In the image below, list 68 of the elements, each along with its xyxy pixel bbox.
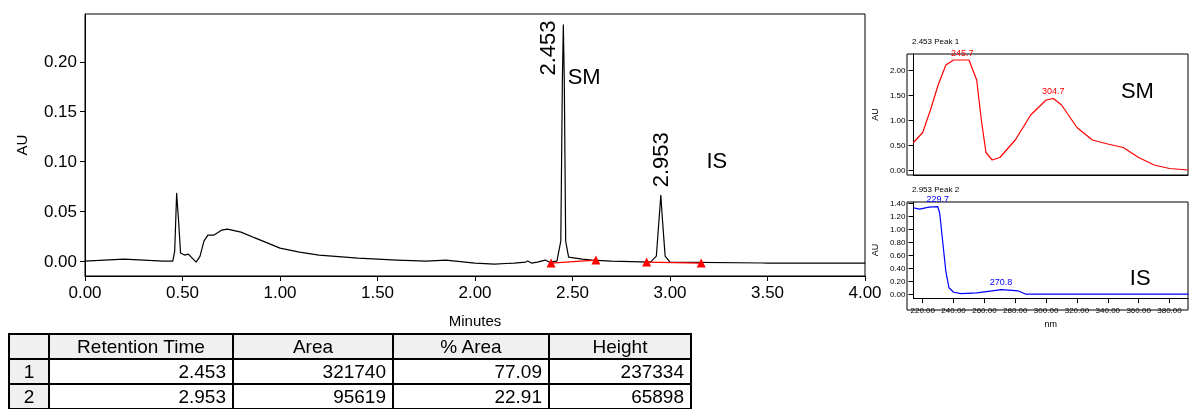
x-tick-label: 360.00 — [1126, 305, 1152, 315]
annotation: SM — [1120, 77, 1154, 103]
x-tick-label: 240.00 — [941, 305, 967, 315]
category-label: Retention Time — [49, 334, 233, 359]
x-tick-label: 320.00 — [1064, 305, 1090, 315]
y-tick-label: 0.20 — [43, 52, 77, 72]
x-tick-label: 1.50 — [360, 283, 395, 302]
category-label: 1 — [23, 361, 35, 382]
annotation: 2.953 — [648, 132, 674, 188]
x-tick-label: 3.00 — [653, 283, 687, 302]
x-tick-label: 340.00 — [1095, 305, 1121, 315]
x-tick-label: 380.00 — [1157, 305, 1183, 315]
annotation: 245.7 — [951, 47, 974, 58]
text: 22.91 — [494, 386, 542, 407]
category-label: 2 — [23, 386, 35, 407]
y-tick-label: 1.00 — [889, 224, 907, 234]
y-axis-title: AU — [869, 108, 880, 121]
x-tick-label: 2.00 — [458, 283, 492, 302]
x-tick-label: 3.50 — [750, 283, 785, 302]
y-tick-label: 1.00 — [889, 115, 907, 125]
y-tick-label: 0.05 — [43, 201, 77, 221]
y-tick-label: 0.10 — [43, 151, 77, 171]
y-tick-label: 0.50 — [889, 140, 907, 150]
text: 2.453 — [178, 361, 226, 382]
x-tick-label: 260.00 — [972, 305, 998, 315]
x-tick-label: 4.00 — [848, 283, 882, 302]
y-tick-label: 0.60 — [889, 250, 907, 260]
y-axis-title: AU — [12, 134, 30, 156]
annotation: IS — [1129, 265, 1151, 291]
annotation: 2.453 — [535, 20, 561, 76]
text: 237334 — [620, 361, 684, 382]
y-tick-label: 1.20 — [889, 211, 907, 221]
y-tick-label: 0.00 — [43, 251, 77, 271]
chart-title: 2.953 Peak 2 — [912, 184, 960, 194]
x-tick-label: 280.00 — [1003, 305, 1029, 315]
y-tick-label: 1.40 — [889, 198, 907, 208]
annotation: 304.7 — [1042, 86, 1065, 96]
x-tick-label: 1.00 — [263, 283, 297, 302]
y-tick-label: 0.15 — [43, 102, 77, 122]
y-tick-label: 0.80 — [889, 237, 907, 247]
text: 77.09 — [494, 361, 542, 382]
annotation: 270.8 — [989, 277, 1013, 288]
text: 321740 — [322, 361, 386, 382]
chart-title: 2.453 Peak 1 — [912, 36, 960, 46]
annotation: IS — [706, 148, 728, 174]
y-axis-title: AU — [869, 243, 880, 257]
y-tick-label: 0.20 — [889, 276, 907, 286]
x-tick-label: 220.00 — [910, 305, 936, 315]
annotation: 229.7 — [926, 194, 949, 205]
x-tick-label: 2.50 — [555, 283, 590, 302]
x-axis-title: Minutes — [448, 312, 502, 330]
text: 65898 — [631, 386, 684, 407]
category-label: % Area — [393, 334, 549, 359]
x-axis-title: nm — [1044, 318, 1057, 329]
category-label: Height — [549, 334, 691, 359]
y-tick-label: 0.40 — [889, 263, 907, 273]
x-tick-label: 0.50 — [165, 283, 200, 302]
y-tick-label: 1.50 — [889, 90, 907, 100]
x-tick-label: 300.00 — [1033, 305, 1059, 315]
category-label: Area — [233, 334, 393, 359]
text: 2.953 — [178, 386, 226, 407]
line-series — [912, 205, 1189, 295]
annotation: SM — [567, 64, 601, 90]
x-tick-label: 0.00 — [68, 283, 102, 302]
text: 95619 — [333, 386, 386, 407]
y-tick-label: 2.00 — [889, 65, 907, 75]
y-tick-label: 0.00 — [889, 165, 907, 175]
line-series — [912, 59, 1189, 171]
